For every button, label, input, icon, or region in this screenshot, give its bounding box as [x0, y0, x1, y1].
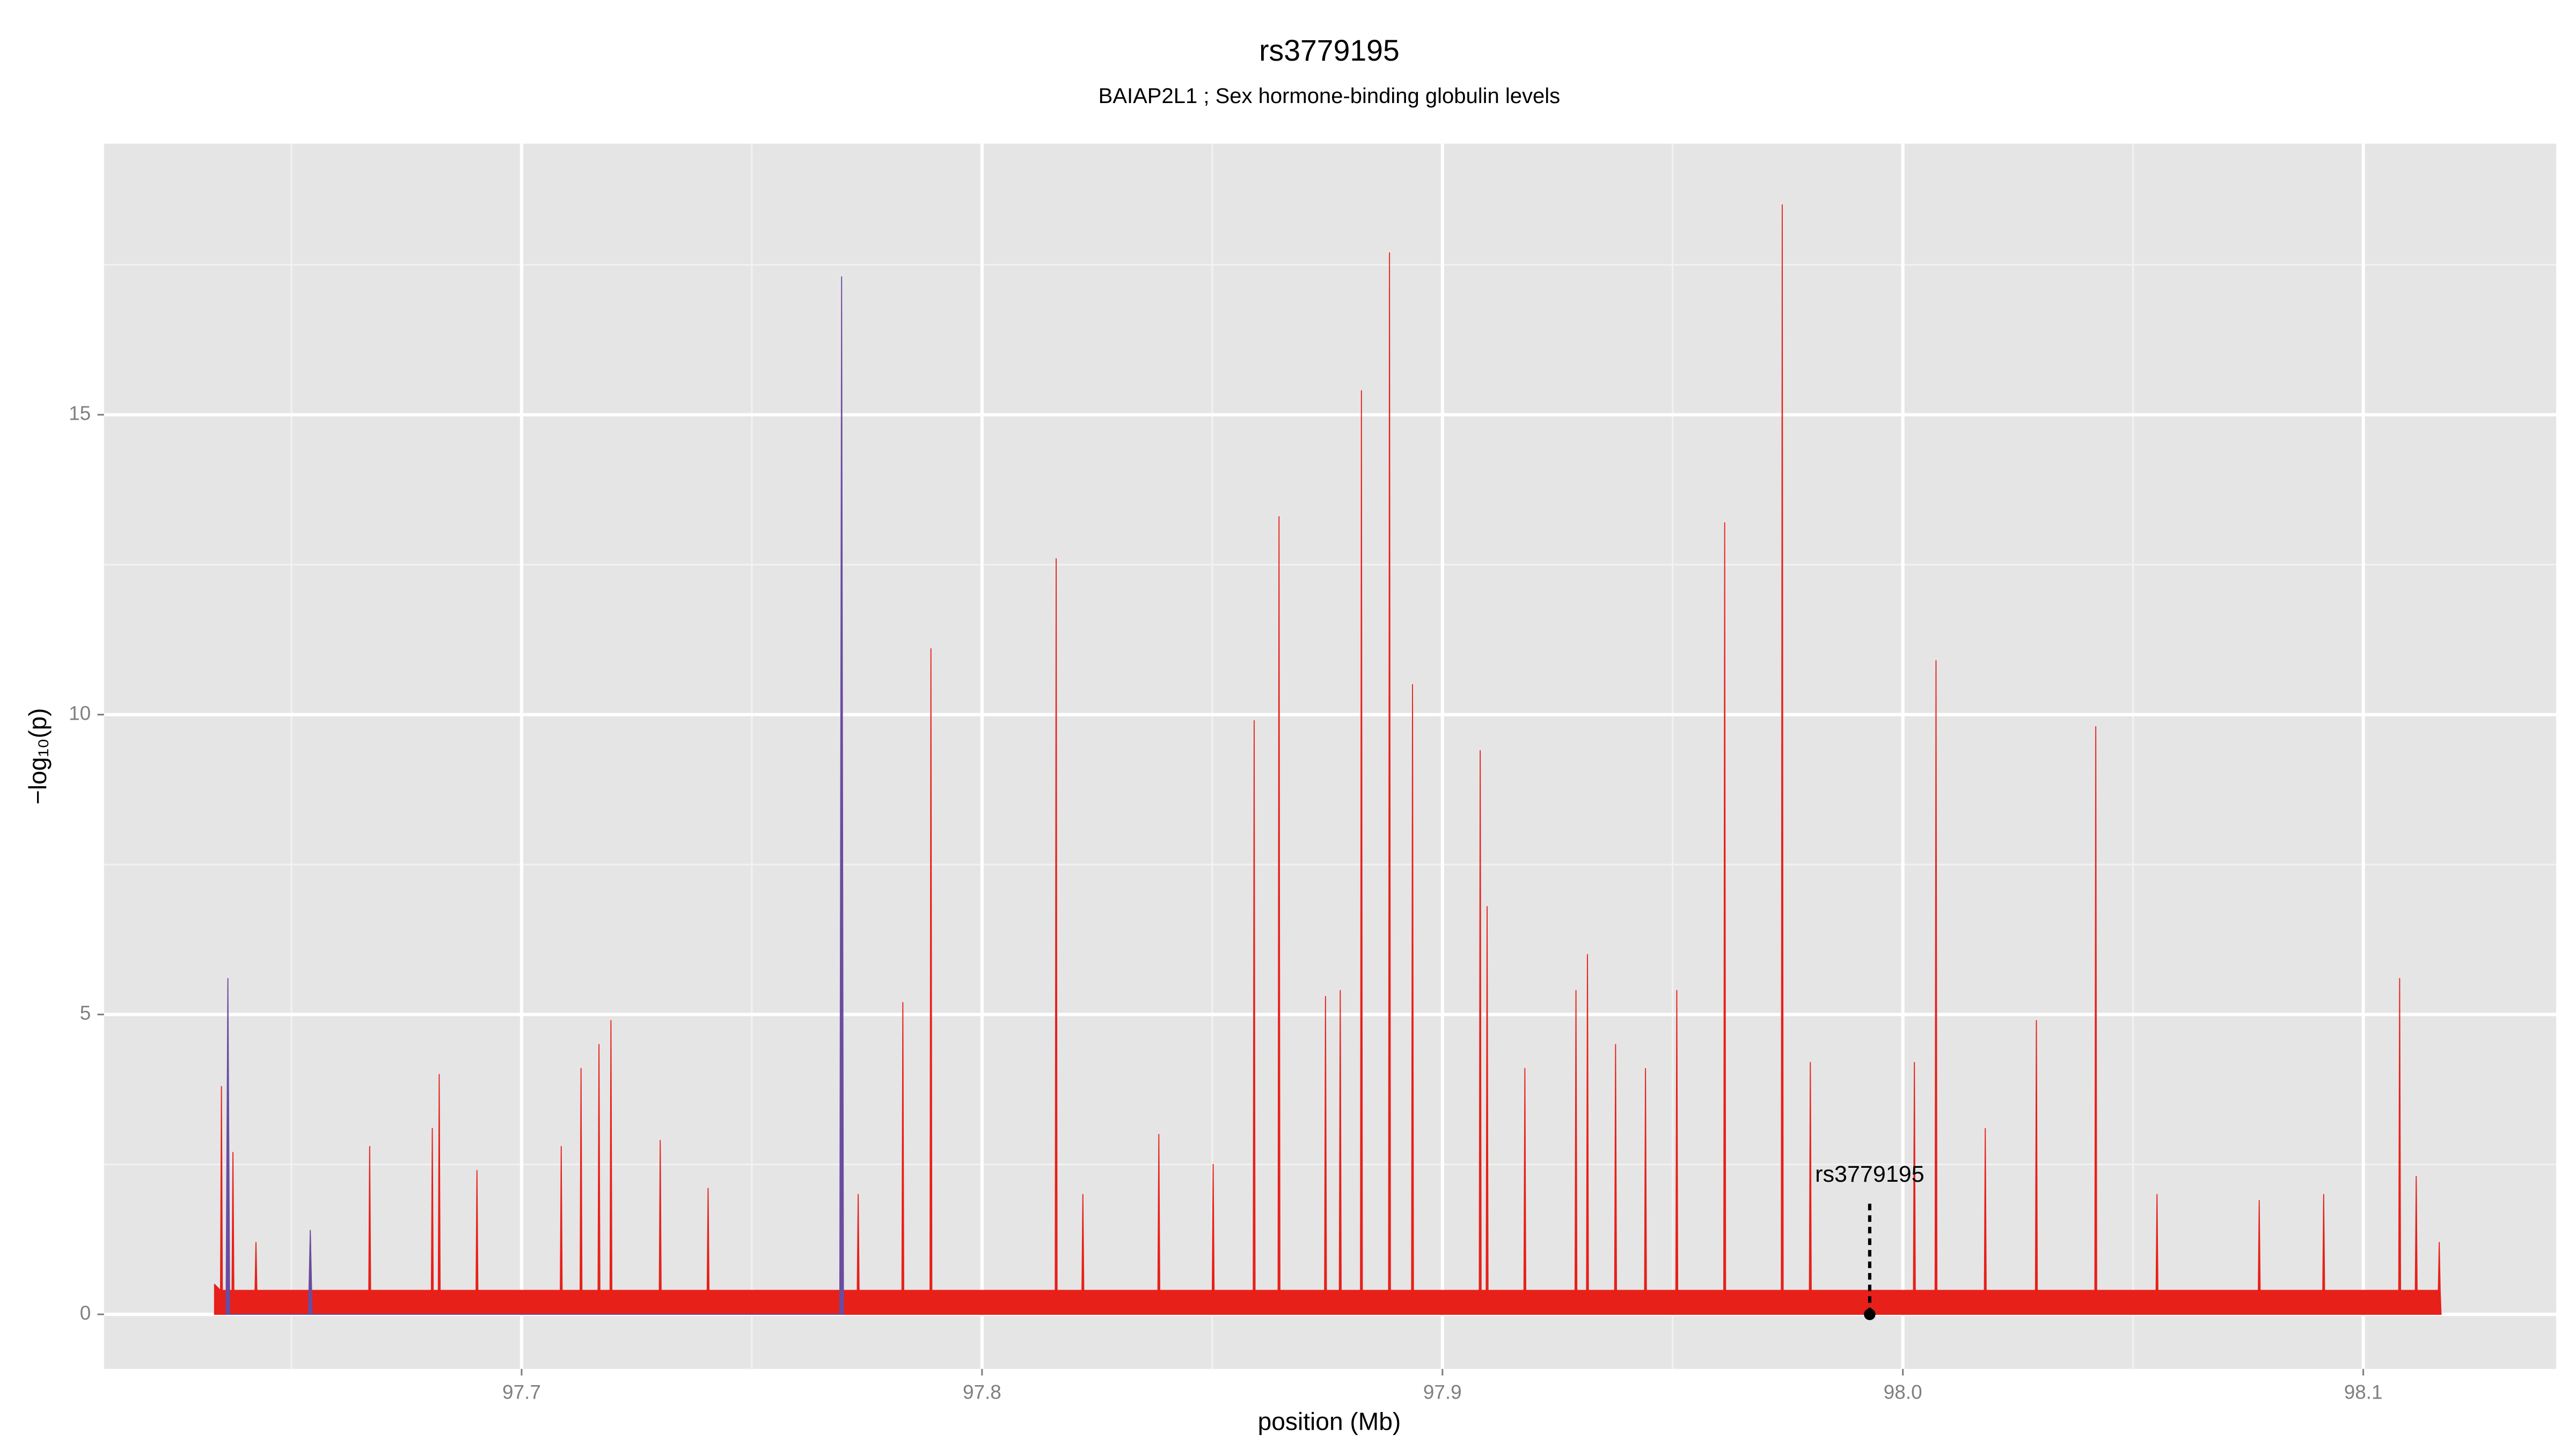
highlight-label: rs3779195	[1815, 1161, 1924, 1187]
y-tick-label: 10	[69, 702, 91, 724]
plot-panel	[104, 143, 2557, 1369]
chart-title: rs3779195	[1259, 34, 1400, 67]
area	[225, 276, 844, 1315]
highlight-point	[1864, 1308, 1876, 1320]
x-tick-label: 97.8	[963, 1381, 1001, 1403]
area	[214, 204, 2442, 1315]
y-tick-label: 15	[69, 402, 91, 425]
x-tick-label: 97.9	[1423, 1381, 1462, 1403]
x-tick-label: 97.7	[502, 1381, 541, 1403]
x-axis-title: position (Mb)	[1258, 1407, 1401, 1435]
y-tick-label: 0	[80, 1302, 91, 1324]
x-tick-label: 98.1	[2344, 1381, 2383, 1403]
chart-subtitle: BAIAP2L1 ; Sex hormone-binding globulin …	[1099, 84, 1561, 108]
x-tick-label: 98.0	[1884, 1381, 1922, 1403]
y-axis-title: −log₁₀(p)	[24, 708, 52, 804]
y-tick-label: 5	[80, 1002, 91, 1024]
